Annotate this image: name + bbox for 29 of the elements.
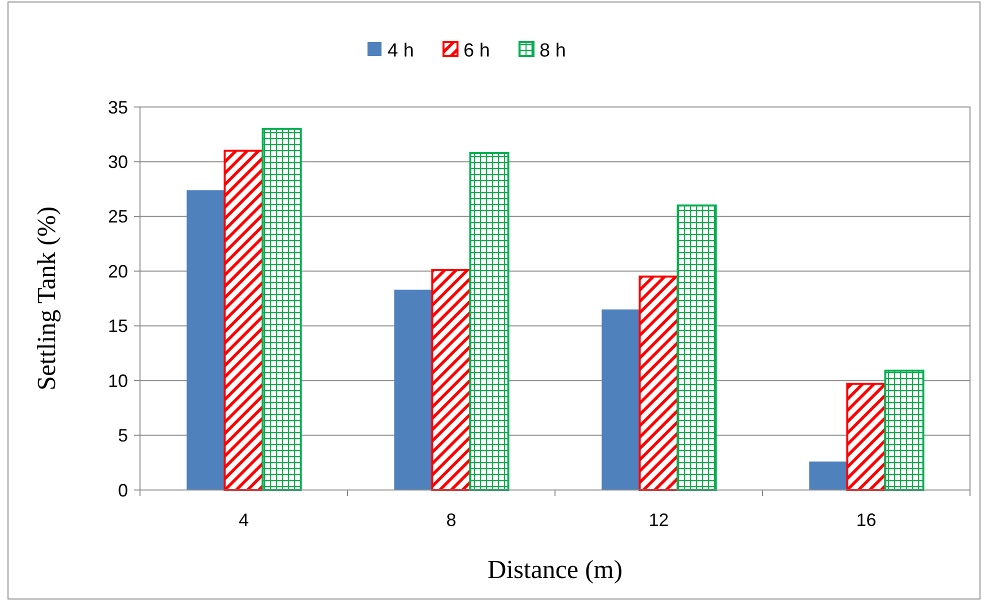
y-tick-label: 35 [108, 97, 128, 118]
bar [884, 370, 924, 491]
y-tick-label: 10 [108, 370, 128, 391]
x-tick-label: 16 [856, 510, 876, 530]
y-tick-label: 25 [108, 206, 128, 227]
bar [809, 462, 848, 490]
bar [262, 128, 302, 491]
bar [638, 276, 679, 491]
bar [676, 204, 717, 491]
bar [394, 290, 432, 490]
legend-label: 8 h [540, 40, 566, 62]
legend-label: 6 h [464, 40, 490, 62]
bar [469, 152, 510, 491]
x-tick-label: 8 [446, 510, 456, 530]
y-tick-label: 0 [118, 480, 128, 500]
y-tick-label: 20 [108, 261, 128, 282]
y-axis-title: Settling Tank (%) [32, 206, 61, 391]
bar [431, 269, 472, 491]
x-tick-label: 4 [238, 510, 249, 530]
x-tick-label: 12 [648, 510, 669, 530]
bar [186, 190, 225, 490]
y-tick-label: 30 [108, 152, 128, 172]
bar [846, 382, 886, 491]
legend-label: 4 h [388, 40, 414, 62]
bar [602, 309, 640, 490]
x-axis-title: Distance (m) [487, 555, 623, 584]
y-tick-label: 15 [108, 316, 128, 336]
y-tick-label: 5 [118, 426, 128, 446]
bar [224, 150, 264, 491]
